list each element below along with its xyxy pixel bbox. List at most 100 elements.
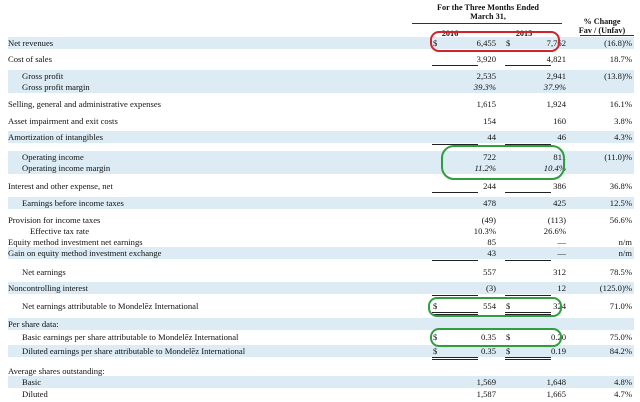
subtotal-rule-2015 — [505, 260, 551, 261]
value-2016: 85 — [487, 237, 496, 247]
value-2015: 1,648 — [546, 377, 566, 387]
pct-change: 16.1% — [609, 99, 632, 109]
value-2015: 7,762 — [546, 38, 566, 48]
row-label: Gross profit margin — [22, 82, 90, 92]
subtotal-rule-2015 — [505, 192, 551, 193]
pct-change: 4.7% — [614, 389, 632, 399]
pct-change: n/m — [618, 248, 632, 258]
total-double-rule-2016 — [432, 357, 478, 360]
period-header-line2: March 31, — [470, 12, 506, 21]
row-label: Diluted — [22, 389, 48, 399]
row-noncontrolling-interest: Noncontrolling interest (3) 12 (125.0)% — [8, 282, 634, 294]
value-2015: 1,665 — [546, 389, 566, 399]
subtotal-rule-2016 — [432, 192, 478, 193]
row-gross-profit: Gross profit 2,535 2,941 (13.8)% — [8, 70, 634, 82]
pct-change: 18.7% — [609, 54, 632, 64]
value-2015: 37.9% — [543, 82, 566, 92]
row-interest-expense: Interest and other expense, net 244 386 … — [8, 180, 634, 192]
row-label: Noncontrolling interest — [8, 283, 88, 293]
value-2016: 3,920 — [476, 54, 496, 64]
row-label: Selling, general and administrative expe… — [8, 99, 161, 109]
value-2016: 10.3% — [473, 226, 496, 236]
value-2016: (3) — [485, 283, 496, 293]
row-label: Provision for income taxes — [8, 215, 101, 225]
row-label: Effective tax rate — [30, 226, 90, 236]
pct-change: 56.6% — [609, 215, 632, 225]
pct-change: (125.0)% — [599, 283, 632, 293]
row-net-revenues: Net revenues $ 6,455 $ 7,762 (16.8)% — [8, 37, 634, 49]
total-double-rule-2016 — [432, 312, 478, 315]
currency-2015: $ — [506, 38, 511, 48]
value-2016: 478 — [483, 198, 496, 208]
period-header-rule — [412, 23, 562, 24]
row-label: Asset impairment and exit costs — [8, 116, 118, 126]
row-label: Earnings before income taxes — [22, 198, 124, 208]
row-basic-shares: Basic 1,569 1,648 4.8% — [8, 376, 634, 388]
row-label: Amortization of intangibles — [8, 132, 103, 142]
currency-2016: $ — [433, 346, 438, 356]
row-label: Average shares outstanding: — [8, 366, 105, 376]
total-double-rule-2015 — [505, 357, 551, 360]
value-2015: 425 — [553, 198, 566, 208]
row-effective-tax-rate: Effective tax rate 10.3% 26.6% — [8, 225, 634, 237]
value-2016: 244 — [483, 181, 496, 191]
currency-2016: $ — [433, 332, 438, 342]
value-2015: 324 — [553, 301, 566, 311]
value-2015: 0.19 — [550, 346, 566, 356]
row-cost-of-sales: Cost of sales 3,920 4,821 18.7% — [8, 53, 634, 65]
value-2015: 12 — [557, 283, 566, 293]
value-2015: 10.4% — [543, 163, 566, 173]
row-asset-impairment: Asset impairment and exit costs 154 160 … — [8, 115, 634, 127]
subtotal-rule-2016 — [432, 295, 478, 296]
row-label: Net earnings — [22, 267, 66, 277]
value-2016: 1,587 — [476, 389, 496, 399]
row-label: Gain on equity method investment exchang… — [8, 248, 162, 258]
value-2016: 1,569 — [476, 377, 496, 387]
row-label: Net earnings attributable to Mondelēz In… — [22, 301, 199, 311]
value-2015: (113) — [547, 215, 566, 225]
row-label: Operating income — [22, 152, 84, 162]
period-header: For the Three Months Ended March 31, — [410, 3, 566, 21]
value-2015: 312 — [553, 267, 566, 277]
period-header-line1: For the Three Months Ended — [437, 3, 539, 12]
value-2016: 557 — [483, 267, 496, 277]
subtotal-rule-2016 — [432, 65, 478, 66]
pct-change: 3.8% — [614, 116, 632, 126]
row-net-earnings-attributable: Net earnings attributable to Mondelēz In… — [8, 300, 634, 312]
row-label: Interest and other expense, net — [8, 181, 113, 191]
value-2016: 0.35 — [480, 346, 496, 356]
pct-change: (13.8)% — [604, 71, 632, 81]
value-2016: 39.3% — [473, 82, 496, 92]
row-operating-income: Operating income 722 811 (11.0)% — [8, 151, 634, 163]
year-2015-header: 2015 — [515, 29, 533, 38]
value-2016: 43 — [487, 248, 496, 258]
value-2015: 26.6% — [543, 226, 566, 236]
value-2016: 2,535 — [476, 71, 496, 81]
value-2015: 811 — [553, 152, 566, 162]
pct-change: 71.0% — [609, 301, 632, 311]
currency-2015: $ — [506, 346, 511, 356]
row-label: Operating income margin — [22, 163, 111, 173]
value-2015: 160 — [553, 116, 566, 126]
row-equity-method-earnings: Equity method investment net earnings 85… — [8, 236, 634, 248]
row-label: Gross profit — [22, 71, 64, 81]
subtotal-rule-2015 — [505, 65, 551, 66]
value-2016: 6,455 — [476, 38, 496, 48]
value-2016: 0.35 — [480, 332, 496, 342]
row-diluted-shares: Diluted 1,587 1,665 4.7% — [8, 388, 634, 400]
pct-change: 75.0% — [609, 332, 632, 342]
row-gain-equity-exchange: Gain on equity method investment exchang… — [8, 247, 634, 259]
row-operating-income-margin: Operating income margin 11.2% 10.4% — [8, 162, 634, 174]
row-label: Basic — [22, 377, 42, 387]
row-diluted-eps: Diluted earnings per share attributable … — [8, 345, 634, 357]
subtotal-rule-2016 — [432, 260, 478, 261]
pct-change: (11.0)% — [604, 152, 632, 162]
row-label: Net revenues — [8, 38, 54, 48]
value-2015: 386 — [553, 181, 566, 191]
pct-change-header: % Change Fav / (Unfav) — [566, 17, 638, 35]
value-2016: 554 — [483, 301, 496, 311]
value-2016: 154 — [483, 116, 496, 126]
subtotal-rule-2015 — [505, 295, 551, 296]
value-2015: 2,941 — [546, 71, 566, 81]
